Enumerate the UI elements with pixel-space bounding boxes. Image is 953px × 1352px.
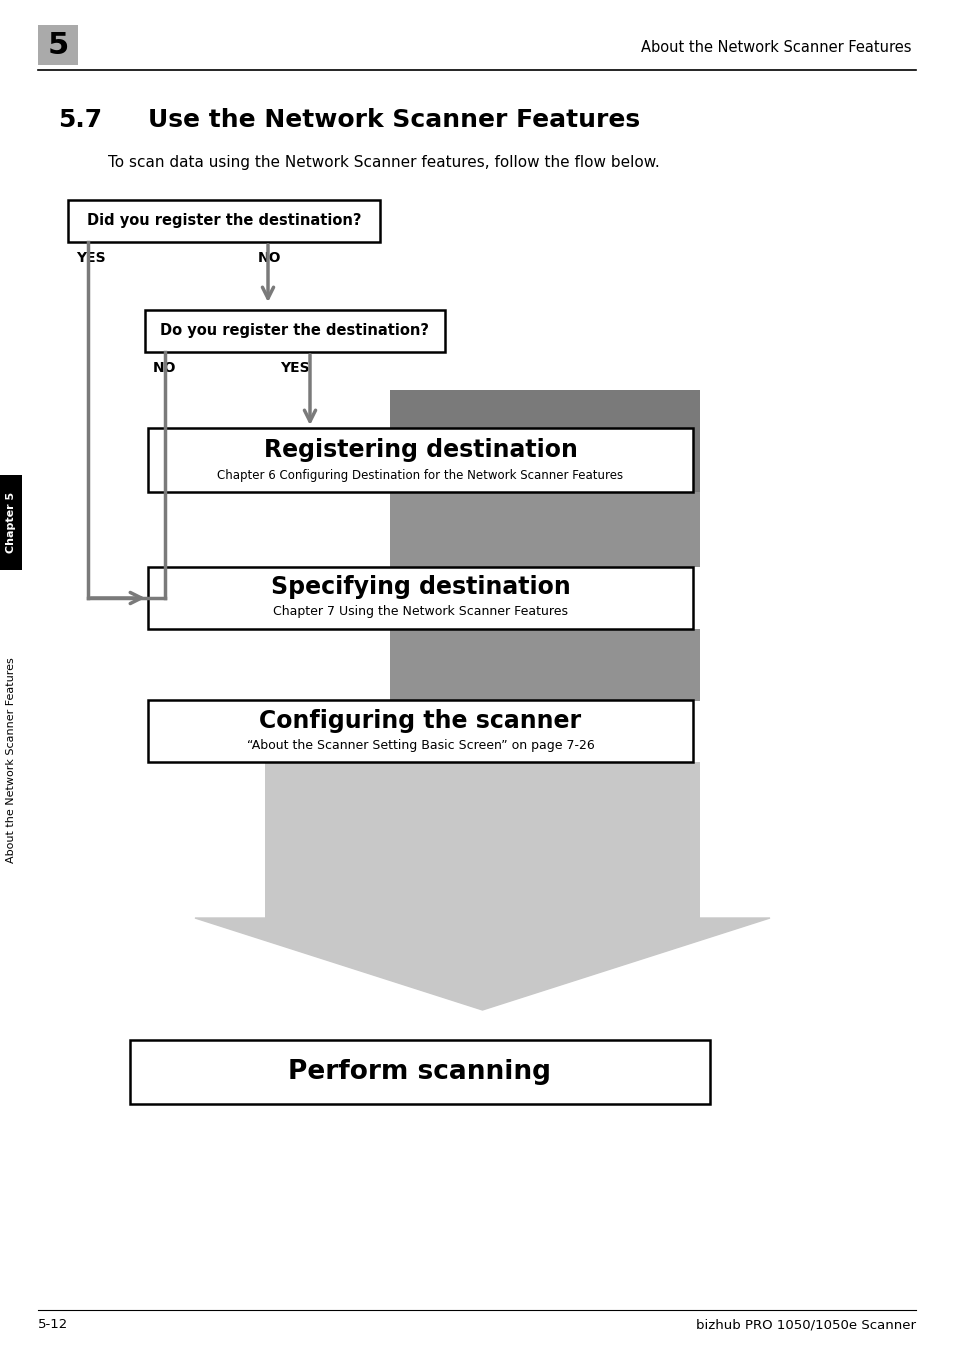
FancyBboxPatch shape — [68, 200, 379, 242]
Text: YES: YES — [280, 361, 310, 375]
Text: YES: YES — [76, 251, 106, 265]
FancyBboxPatch shape — [148, 700, 692, 763]
FancyBboxPatch shape — [390, 389, 700, 506]
Text: bizhub PRO 1050/1050e Scanner: bizhub PRO 1050/1050e Scanner — [696, 1318, 915, 1332]
Text: NO: NO — [257, 251, 281, 265]
FancyBboxPatch shape — [148, 566, 692, 629]
Text: Chapter 7 Using the Network Scanner Features: Chapter 7 Using the Network Scanner Feat… — [273, 604, 567, 618]
FancyBboxPatch shape — [0, 475, 22, 571]
Text: Chapter 5: Chapter 5 — [6, 491, 16, 553]
Text: Chapter 6 Configuring Destination for the Network Scanner Features: Chapter 6 Configuring Destination for th… — [217, 469, 623, 481]
Text: 5-12: 5-12 — [38, 1318, 69, 1332]
Text: 5.7: 5.7 — [58, 108, 102, 132]
Text: Perform scanning: Perform scanning — [288, 1059, 551, 1086]
Polygon shape — [194, 918, 769, 1010]
Text: To scan data using the Network Scanner features, follow the flow below.: To scan data using the Network Scanner f… — [108, 155, 659, 170]
Text: 5: 5 — [48, 31, 69, 59]
Text: Do you register the destination?: Do you register the destination? — [160, 323, 429, 338]
FancyBboxPatch shape — [390, 629, 700, 700]
Text: About the Network Scanner Features: About the Network Scanner Features — [6, 657, 16, 863]
FancyBboxPatch shape — [130, 1040, 709, 1105]
FancyBboxPatch shape — [390, 492, 700, 566]
Text: NO: NO — [152, 361, 176, 375]
FancyBboxPatch shape — [148, 429, 692, 492]
Text: Configuring the scanner: Configuring the scanner — [259, 708, 581, 733]
Text: About the Network Scanner Features: About the Network Scanner Features — [640, 39, 911, 54]
Text: Use the Network Scanner Features: Use the Network Scanner Features — [148, 108, 639, 132]
FancyBboxPatch shape — [265, 763, 700, 918]
FancyBboxPatch shape — [145, 310, 444, 352]
Text: Did you register the destination?: Did you register the destination? — [87, 214, 361, 228]
FancyBboxPatch shape — [38, 24, 78, 65]
Text: Registering destination: Registering destination — [263, 438, 577, 462]
Text: “About the Scanner Setting Basic Screen” on page 7-26: “About the Scanner Setting Basic Screen”… — [247, 740, 594, 753]
Text: Specifying destination: Specifying destination — [271, 575, 570, 599]
